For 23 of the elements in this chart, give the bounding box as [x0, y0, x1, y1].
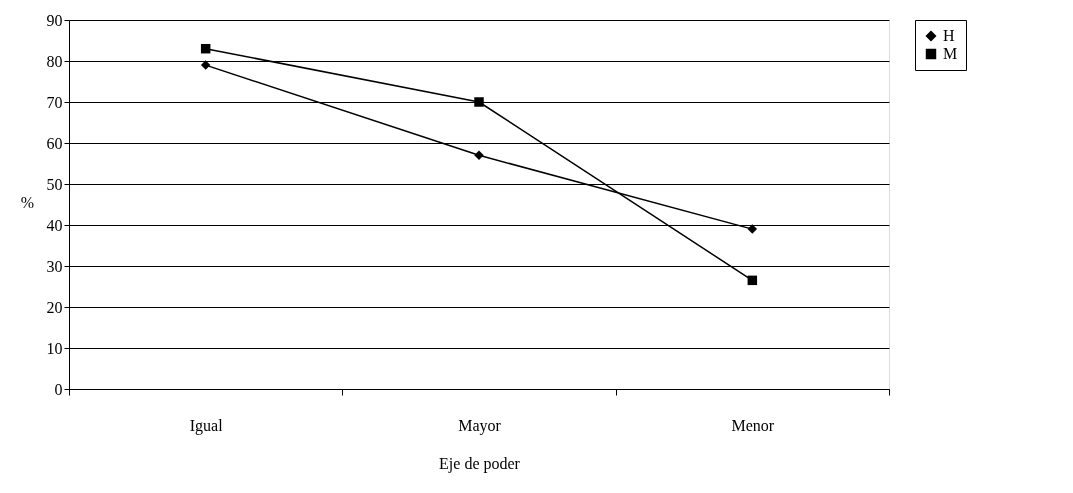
point — [747, 275, 758, 286]
x-tick-label: Menor — [731, 416, 775, 434]
y-axis-title: % — [20, 193, 35, 211]
y-tick-label: 10 — [46, 339, 63, 357]
y-tick-label: 40 — [46, 216, 63, 234]
y-tick-label: 50 — [46, 175, 63, 193]
point — [200, 43, 211, 54]
y-tick-label: 60 — [46, 134, 63, 152]
legend-label: M — [943, 45, 958, 62]
point — [747, 224, 758, 234]
point — [474, 97, 484, 107]
point — [200, 60, 211, 70]
x-tick-label: Igual — [189, 416, 224, 435]
x-axis-title: Eje de poder — [439, 454, 521, 473]
y-tick-label: 70 — [46, 93, 63, 111]
x-tick-label: Mayor — [458, 416, 502, 435]
legend-label: H — [943, 27, 955, 44]
point — [474, 150, 484, 161]
y-tick-label: 20 — [46, 298, 63, 316]
y-tick-label: 80 — [46, 52, 63, 70]
y-tick-label: 0 — [54, 380, 63, 398]
y-tick-label: 90 — [46, 11, 63, 29]
y-tick-label: 30 — [46, 257, 63, 275]
